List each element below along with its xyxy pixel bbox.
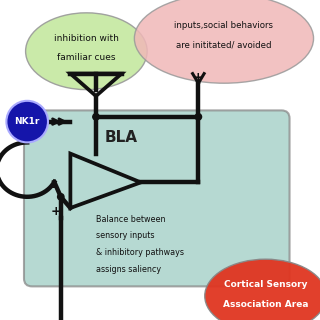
Ellipse shape [134,0,314,83]
Text: assigns saliency: assigns saliency [96,265,161,274]
Ellipse shape [26,13,147,90]
Text: familiar cues: familiar cues [57,53,116,62]
Text: BLA: BLA [105,130,138,145]
Ellipse shape [205,259,320,320]
Text: Association Area: Association Area [223,300,308,309]
Text: are inititated/ avoided: are inititated/ avoided [176,40,272,49]
Text: inhibition with: inhibition with [54,34,119,43]
Text: & inhibitory pathways: & inhibitory pathways [96,248,184,257]
Circle shape [58,194,64,200]
Text: -: - [50,180,56,194]
Text: NK1r: NK1r [14,117,40,126]
Text: Balance between: Balance between [96,215,165,224]
Text: +: + [51,205,61,218]
Circle shape [93,114,99,120]
Text: +: + [193,71,204,84]
Text: Cortical Sensory: Cortical Sensory [224,280,307,289]
Circle shape [195,114,202,120]
Circle shape [6,101,48,142]
FancyBboxPatch shape [24,110,290,286]
Text: inputs,social behaviors: inputs,social behaviors [174,21,274,30]
Text: sensory inputs: sensory inputs [96,231,155,240]
